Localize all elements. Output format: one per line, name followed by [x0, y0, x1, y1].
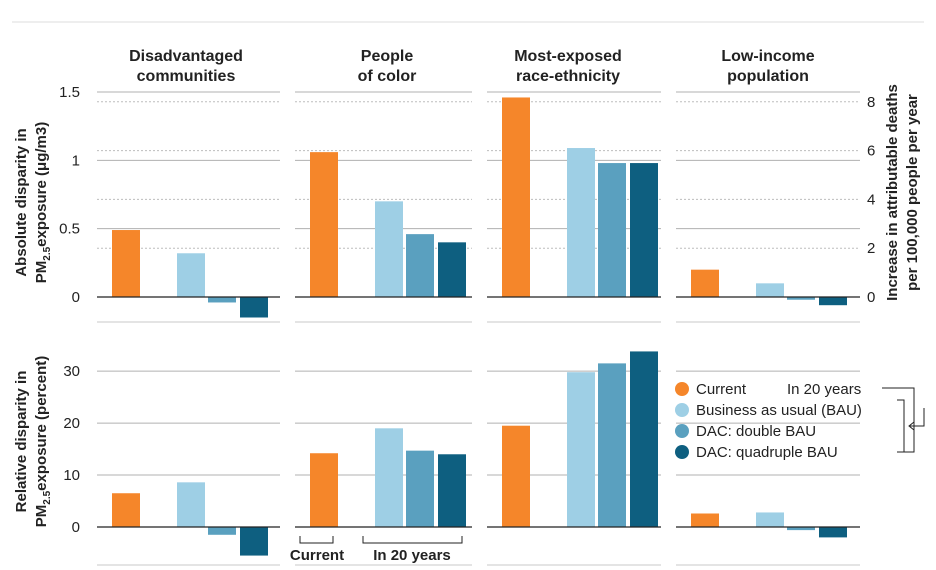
current-bracket-label: Current	[290, 547, 344, 564]
bar	[240, 527, 268, 556]
bar	[406, 234, 434, 297]
panel-title: communities	[137, 68, 236, 85]
legend-bracket	[882, 387, 915, 453]
bar	[375, 428, 403, 527]
y2-tick-label: 2	[867, 240, 875, 257]
legend-label: DAC: double BAU	[696, 423, 816, 440]
panel-title: People	[361, 48, 414, 65]
bar	[756, 512, 784, 527]
bar	[502, 97, 530, 297]
future-bracket	[362, 536, 463, 544]
bar	[375, 201, 403, 297]
y-axis-label: Relative disparity in	[13, 371, 30, 513]
y2-axis-label: Increase in attributable deaths	[884, 84, 901, 301]
y2-axis-label: per 100,000 people per year	[904, 94, 921, 291]
legend-swatch	[675, 382, 689, 396]
bar	[630, 351, 658, 527]
panel-title: Most-exposed	[514, 48, 622, 65]
y-tick-label: 1.5	[59, 84, 80, 101]
y-tick-label: 0	[72, 519, 80, 536]
legend-header: In 20 years	[787, 381, 861, 398]
bar	[112, 493, 140, 527]
bar	[208, 527, 236, 535]
panel-title: race-ethnicity	[516, 68, 620, 85]
legend-swatch	[675, 424, 689, 438]
legend-arrow	[908, 408, 925, 431]
bar	[177, 482, 205, 527]
bar	[310, 152, 338, 297]
panel-title: Low-income	[721, 48, 814, 65]
bar	[208, 297, 236, 303]
bar	[598, 163, 626, 297]
y-tick-label: 10	[63, 467, 80, 484]
bar	[787, 527, 815, 531]
bar	[567, 372, 595, 527]
bar	[691, 269, 719, 297]
bar	[438, 242, 466, 297]
panel-title: Disadvantaged	[129, 48, 243, 65]
bar	[112, 230, 140, 297]
bar	[787, 297, 815, 300]
legend-swatch	[675, 403, 689, 417]
bar	[819, 527, 847, 538]
y2-tick-label: 6	[867, 143, 875, 160]
bar	[310, 453, 338, 527]
y-tick-label: 20	[63, 415, 80, 432]
future-bracket-label: In 20 years	[373, 547, 451, 564]
bar	[406, 450, 434, 527]
bar	[598, 363, 626, 527]
bar	[240, 297, 268, 318]
y-axis-label: Absolute disparity in	[13, 128, 30, 276]
bar	[438, 454, 466, 527]
y-axis-label: PM2.5exposure (percent)	[33, 356, 53, 527]
bar	[567, 148, 595, 297]
y2-tick-label: 4	[867, 191, 875, 208]
bar	[630, 163, 658, 297]
y-tick-label: 0.5	[59, 221, 80, 238]
bar	[756, 283, 784, 297]
legend-label: DAC: quadruple BAU	[696, 444, 838, 461]
y-tick-label: 0	[72, 289, 80, 306]
y-tick-label: 30	[63, 363, 80, 380]
panel-title: of color	[358, 68, 417, 85]
y2-tick-label: 8	[867, 94, 875, 111]
bar	[502, 425, 530, 527]
bar	[691, 513, 719, 527]
panel-title: population	[727, 68, 809, 85]
bar	[177, 253, 205, 297]
current-bracket	[299, 536, 334, 544]
legend-label: Current	[696, 381, 747, 398]
legend-label: Business as usual (BAU)	[696, 402, 862, 419]
legend-swatch	[675, 445, 689, 459]
y-axis-label: PM2.5exposure (μg/m3)	[33, 122, 53, 283]
bar	[819, 297, 847, 306]
y2-tick-label: 0	[867, 289, 875, 306]
y-tick-label: 1	[72, 152, 80, 169]
